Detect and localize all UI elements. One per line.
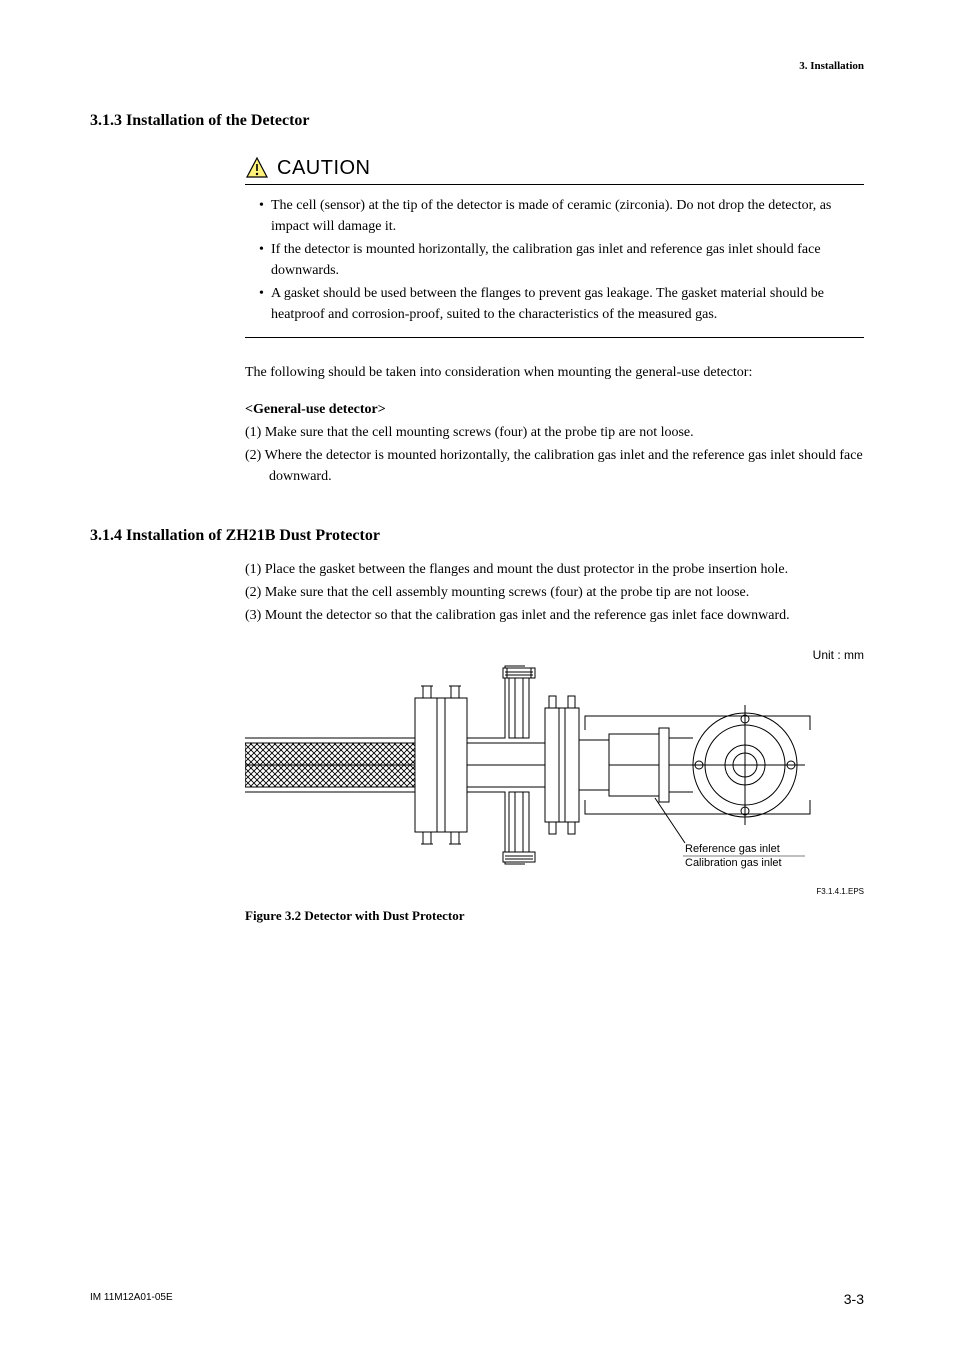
caution-block: CAUTION The cell (sensor) at the tip of … (245, 156, 864, 338)
figure-eps-label: F3.1.4.1.EPS (816, 887, 864, 896)
callout-calibration-gas: Calibration gas inlet (685, 857, 782, 869)
step-item: (2) Make sure that the cell assembly mou… (245, 582, 864, 603)
step-item: (1) Make sure that the cell mounting scr… (245, 422, 864, 443)
figure-caption: Figure 3.2 Detector with Dust Protector (245, 908, 864, 924)
figure-unit-label: Unit : mm (813, 648, 864, 662)
detector-diagram: Reference gas inlet Calibration gas inle… (245, 648, 865, 898)
section-314-heading: 3.1.4 Installation of ZH21B Dust Protect… (90, 527, 864, 545)
step-item: (3) Mount the detector so that the calib… (245, 605, 864, 626)
page-breadcrumb: 3. Installation (90, 60, 864, 72)
caution-icon (245, 156, 269, 180)
section-313-body: The following should be taken into consi… (245, 362, 864, 487)
step-item: (2) Where the detector is mounted horizo… (245, 445, 864, 487)
caution-item: If the detector is mounted horizontally,… (259, 239, 864, 281)
caution-item: A gasket should be used between the flan… (259, 283, 864, 325)
section-314-body: (1) Place the gasket between the flanges… (245, 559, 864, 626)
caution-list: The cell (sensor) at the tip of the dete… (245, 195, 864, 338)
step-item: (1) Place the gasket between the flanges… (245, 559, 864, 580)
caution-header: CAUTION (245, 156, 864, 185)
caution-title: CAUTION (277, 157, 371, 180)
intro-paragraph: The following should be taken into consi… (245, 362, 864, 383)
footer-page-number: 3-3 (844, 1291, 864, 1307)
general-use-heading: <General-use detector> (245, 399, 864, 420)
figure-3-2: Unit : mm (245, 648, 864, 924)
section-314-steps: (1) Place the gasket between the flanges… (245, 559, 864, 626)
section-313-heading: 3.1.3 Installation of the Detector (90, 112, 864, 130)
footer-doc-id: IM 11M12A01-05E (90, 1292, 173, 1303)
caution-item: The cell (sensor) at the tip of the dete… (259, 195, 864, 237)
section-313-steps: (1) Make sure that the cell mounting scr… (245, 422, 864, 487)
callout-reference-gas: Reference gas inlet (685, 843, 780, 855)
